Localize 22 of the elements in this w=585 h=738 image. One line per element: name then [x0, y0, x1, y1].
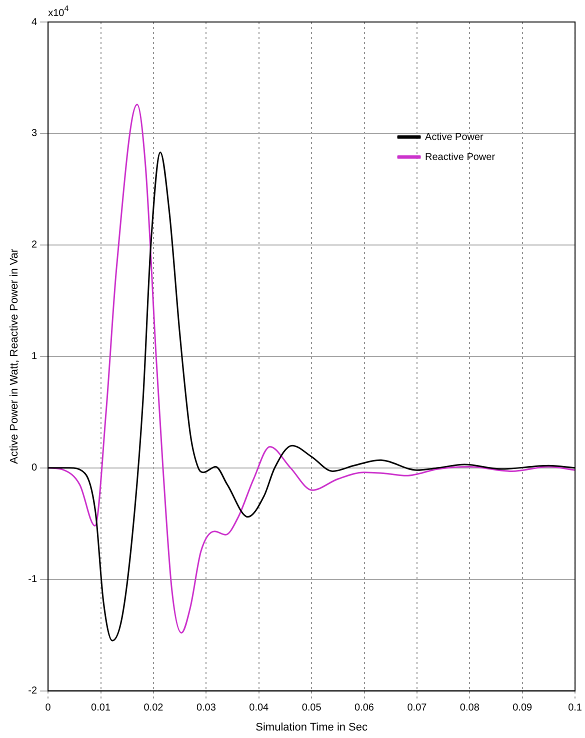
y-tick-label: 2 [32, 240, 38, 251]
legend-label: Active Power [425, 132, 484, 143]
y-axis-title: Active Power in Watt, Reactive Power in Var [8, 248, 21, 464]
x-tick-label: 0.02 [144, 702, 164, 714]
x-tick-label: 0.03 [196, 702, 216, 714]
legend-label: Reactive Power [425, 152, 496, 163]
y-tick-label: 1 [32, 351, 38, 362]
x-tick-label: 0.04 [249, 702, 270, 714]
y-tick-label: 3 [32, 128, 38, 140]
y-tick-label: 4 [32, 16, 38, 28]
x-tick-label: 0.1 [568, 702, 582, 714]
x-tick-label: 0.06 [354, 702, 374, 714]
x-tick-label: 0.07 [407, 702, 428, 714]
y-tick-label: -1 [28, 574, 38, 586]
y-tick-label: -2 [28, 686, 38, 697]
x-tick-label: 0.01 [91, 702, 111, 714]
y-tick-label: 0 [32, 462, 38, 474]
x-tick-label: 0.05 [302, 702, 322, 714]
x-tick-label: 0.09 [512, 702, 533, 714]
x-tick-label: 0 [45, 702, 52, 714]
x-axis-title: Simulation Time in Sec [256, 721, 368, 734]
x-tick-label: 0.08 [460, 702, 480, 714]
